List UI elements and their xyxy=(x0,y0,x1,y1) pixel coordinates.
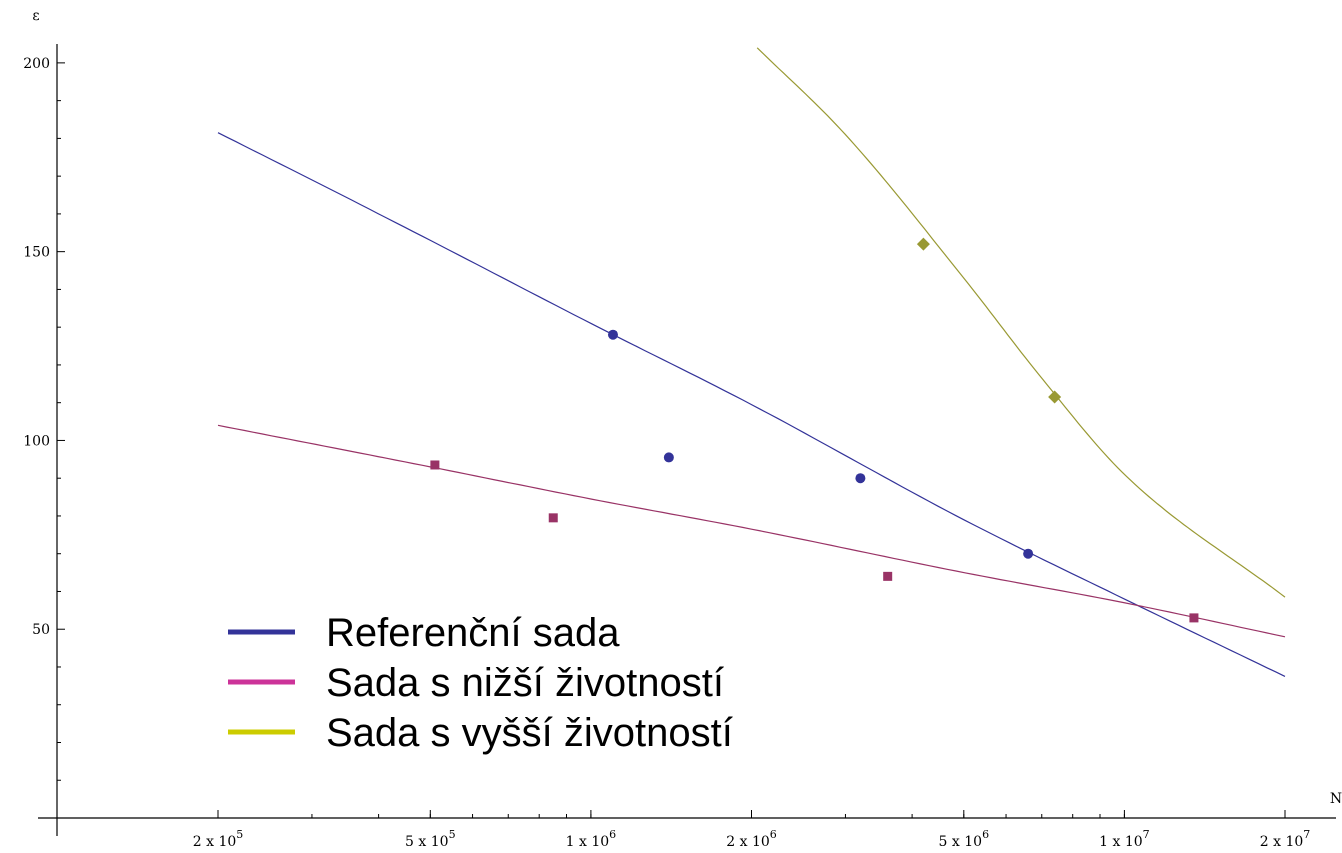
y-tick-label: 150 xyxy=(23,245,50,261)
legend: Referenční sada Sada s nižší životností Sa… xyxy=(228,611,733,755)
data-point-series-1 xyxy=(548,513,558,523)
x-tick-label: 2 x 107 xyxy=(1260,828,1311,850)
data-point-series-1 xyxy=(1189,613,1199,623)
fit-curves xyxy=(217,47,1286,677)
legend-label-2: Sada s vyšší životností xyxy=(326,711,733,755)
x-tick-label: 2 x 106 xyxy=(726,828,777,850)
y-tick-label: 200 xyxy=(23,56,50,72)
data-point-series-2 xyxy=(1048,390,1062,404)
data-point-series-1 xyxy=(430,460,440,470)
legend-label-1: Sada s nižší životností xyxy=(326,661,724,705)
y-axis-label: ε xyxy=(32,8,39,24)
x-tick-label: 2 x 105 xyxy=(193,828,244,850)
x-tick-label: 1 x 107 xyxy=(1099,828,1150,850)
data-point-series-0 xyxy=(855,473,866,484)
data-point-series-2 xyxy=(916,237,930,251)
x-tick-label: 1 x 106 xyxy=(566,828,617,850)
data-point-series-0 xyxy=(1023,548,1034,559)
fit-curve-series-0 xyxy=(217,132,1286,677)
x-tick-label: 5 x 105 xyxy=(405,828,456,850)
legend-label-0: Referenční sada xyxy=(326,611,620,655)
data-points xyxy=(430,237,1199,623)
x-tick-label: 5 x 106 xyxy=(939,828,990,850)
axes xyxy=(38,44,1336,836)
data-point-series-1 xyxy=(883,571,893,581)
data-point-series-0 xyxy=(663,452,674,463)
fit-curve-series-1 xyxy=(217,424,1286,638)
y-tick-label: 100 xyxy=(23,433,50,449)
y-tick-label: 50 xyxy=(32,622,50,638)
fit-curve-series-2 xyxy=(756,47,1286,598)
x-axis-label: N xyxy=(1330,791,1342,807)
tick-labels: ε N 50 100 150 200 2 x 105 5 x 105 1 x 106 2 x 10… xyxy=(23,8,1342,850)
data-point-series-0 xyxy=(607,329,618,340)
